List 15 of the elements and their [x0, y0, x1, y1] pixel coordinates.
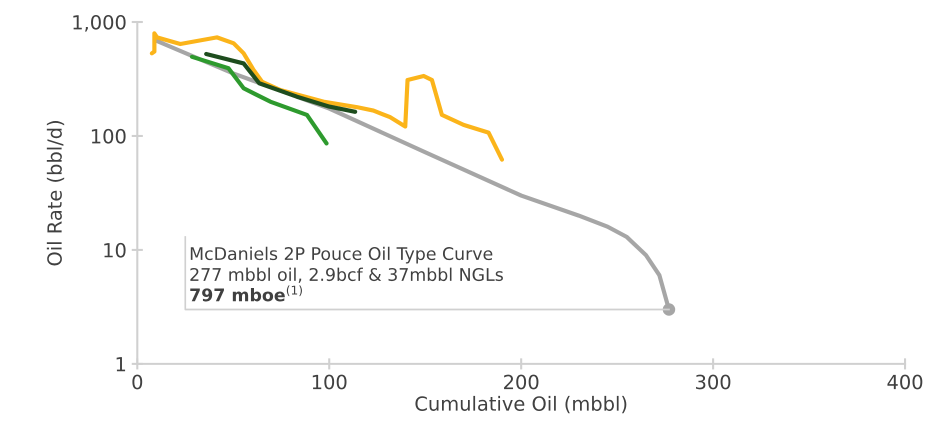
x-tick-label: 300: [696, 374, 730, 390]
line-series: [150, 31, 504, 162]
x-tick-label: 100: [312, 374, 346, 390]
line-series: [190, 54, 329, 146]
x-axis-title: Cumulative Oil (mbbl): [415, 396, 626, 414]
line-series: [204, 52, 358, 114]
y-tick-label: 10: [104, 242, 126, 258]
y-tick-label: 1: [116, 357, 126, 372]
y-tick-label: 1,000: [73, 14, 126, 32]
y-tick-label: 100: [92, 128, 126, 144]
y-axis-title: Oil Rate (bbl/d): [46, 121, 64, 266]
annotation: McDaniels 2P Pouce Oil Type Curve 277 mbbl oil, 2.9bcf & 37mbbl NGLs 797 mboe$^{(1)}$: [190, 246, 503, 302]
x-tick-label: 0: [132, 374, 142, 390]
x-tick-label: 200: [504, 374, 538, 390]
x-tick-label: 400: [887, 374, 922, 390]
